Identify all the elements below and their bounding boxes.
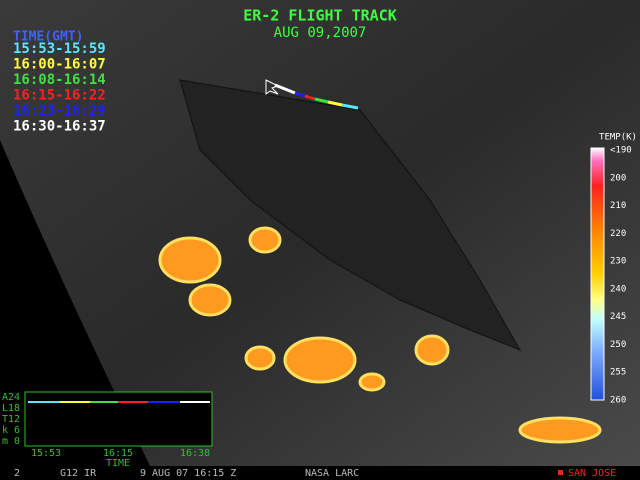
colorbar-label: <190 [610,146,632,156]
legend-entry: 16:08-16:14 [13,72,106,88]
colorbar-label: 200 [610,173,626,183]
altitude-plot [24,391,213,447]
datetime: 9 AUG 07 16:15 Z [140,468,236,479]
marker-icon [558,470,563,475]
altitude-x-label: 16:38 [180,448,210,459]
colorbar-label: 230 [610,257,626,267]
legend-entry: 16:23-16:29 [13,103,106,119]
clouds [158,226,602,444]
legend-entry: 16:30-16:37 [13,119,106,135]
colorbar-label: 245 [610,312,626,322]
channel: G12 IR [60,468,97,479]
date: AUG 09,2007 [274,25,367,41]
colorbar-label: 255 [610,368,626,378]
colorbar-label: 220 [610,229,626,239]
colorbar-label: 240 [610,284,626,294]
land [179,79,522,351]
altitude-y-label: A24 [2,392,20,403]
marker-label: SAN JOSE [568,468,616,479]
colorbar-label: 260 [610,396,626,406]
colorbar-title: TEMP(K) [599,133,637,143]
footer-bar [0,466,640,480]
legend-entry: 16:15-16:22 [13,88,106,104]
altitude-x-title: TIME [106,458,130,469]
legend-entry: 16:00-16:07 [13,57,106,73]
colorbar-label: 210 [610,201,626,211]
altitude-y-label: k 6 [2,425,20,436]
altitude-x-label: 15:53 [31,448,61,459]
altitude-x-label: 16:15 [103,448,133,459]
legend-title: TIME(GMT) [13,30,83,45]
aircraft-icon [265,79,280,95]
colorbar [590,147,605,401]
altitude-y-label: L18 [2,403,20,414]
altitude-y-label: m 0 [2,436,20,447]
space [0,140,150,466]
source: NASA LARC [305,468,359,479]
legend-entry: 15:53-15:59 [13,41,106,57]
frame: 2 [14,468,20,479]
title: ER-2 FLIGHT TRACK [243,7,397,25]
colorbar-label: 250 [610,340,626,350]
altitude-y-label: T12 [2,414,20,425]
